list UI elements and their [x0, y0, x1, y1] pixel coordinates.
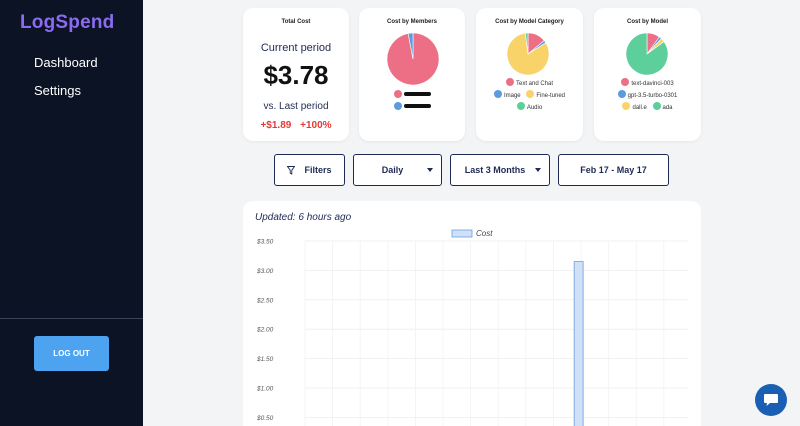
legend-label: Audio: [526, 105, 543, 111]
total-cost-card: Total Cost Current period $3.78 vs. Last…: [243, 8, 349, 141]
legend-item-gpt-35-turbo: gpt-3.5-turbo-0301: [617, 90, 678, 102]
period-select[interactable]: Last 3 Months: [450, 154, 550, 186]
vs-last-period-label: vs. Last period: [263, 101, 329, 112]
cost-bar[interactable]: [573, 261, 584, 426]
y-tick-label: $1.00: [256, 386, 274, 393]
cost-by-category-card: Cost by Model Category Text and Chat Ima…: [476, 8, 583, 141]
legend-dot: [393, 90, 402, 98]
date-range-picker[interactable]: Feb 17 - May 17: [558, 154, 669, 186]
legend-label: ada: [662, 105, 673, 111]
legend-item: [393, 90, 431, 102]
legend-dot: [516, 102, 525, 110]
pie-slice[interactable]: [525, 32, 529, 55]
sidebar: LogSpend Dashboard Settings LOG OUT: [0, 0, 143, 426]
members-pie-chart: [386, 32, 440, 86]
legend-item-ada: ada: [652, 102, 673, 114]
card-title: Cost by Model: [626, 19, 668, 25]
delta-percent: +100%: [300, 120, 332, 131]
pie-slice[interactable]: [506, 32, 550, 76]
model-pie-chart: [625, 32, 669, 76]
legend-item-audio: Audio: [516, 102, 543, 114]
members-legend: [359, 90, 465, 114]
category-legend: Text and Chat Image Fine-tuned Audio: [476, 78, 583, 114]
sidebar-item-settings[interactable]: Settings: [34, 83, 81, 98]
legend-label: dall.e: [632, 105, 647, 111]
logout-button[interactable]: LOG OUT: [34, 336, 109, 371]
legend-item: [393, 102, 431, 114]
y-tick-label: $3.50: [256, 239, 274, 246]
legend-item-text-davinci-003: text-davinci-003: [621, 78, 674, 90]
filters-button[interactable]: Filters: [274, 154, 345, 186]
legend-item-fine-tuned: Fine-tuned: [526, 90, 565, 102]
card-title: Cost by Members: [386, 19, 437, 25]
model-legend: text-davinci-003 gpt-3.5-turbo-0301 dall…: [594, 78, 701, 114]
y-tick-label: $3.00: [256, 268, 274, 275]
filter-icon: [287, 165, 296, 175]
legend-dot: [621, 78, 630, 86]
legend-dot: [393, 102, 402, 110]
granularity-select[interactable]: Daily: [353, 154, 442, 186]
sidebar-divider: [0, 318, 143, 319]
legend-item-text-and-chat: Text and Chat: [505, 78, 554, 90]
pie-slice[interactable]: [625, 32, 669, 76]
legend-item-dalle: dall.e: [622, 102, 647, 114]
legend-swatch: [451, 229, 473, 238]
cost-bar-chart: $3.50 $3.00 $2.50 $2.00 $1.50 $1.00 $0.50 Cost: [256, 229, 688, 426]
cost-by-members-card: Cost by Members: [359, 8, 465, 141]
pie-slice[interactable]: [407, 32, 414, 60]
legend-label: Text and Chat: [515, 81, 554, 87]
legend-label: Image: [503, 93, 521, 99]
caret-down-icon: [427, 168, 433, 172]
card-title: Cost by Model Category: [495, 19, 564, 25]
legend-dot: [526, 90, 535, 98]
legend-label: Cost: [476, 229, 493, 238]
redacted-label: [403, 92, 431, 96]
y-tick-label: $0.50: [256, 415, 274, 422]
chat-bubble-icon: [764, 394, 778, 406]
legend-dot: [622, 102, 631, 110]
legend-dot: [493, 90, 502, 98]
total-cost-amount: $3.78: [263, 60, 329, 90]
cost-by-model-card: Cost by Model text-davinci-003 gpt-3.5-t…: [594, 8, 701, 141]
y-tick-label: $2.50: [256, 297, 274, 304]
legend-dot: [505, 78, 514, 86]
granularity-value: Daily: [381, 165, 404, 175]
legend-label: text-davinci-003: [631, 81, 674, 87]
legend-label: Fine-tuned: [536, 93, 566, 99]
legend-dot: [617, 90, 626, 98]
card-title: Total Cost: [281, 19, 311, 25]
period-value: Last 3 Months: [464, 165, 526, 175]
current-period-label: Current period: [260, 42, 332, 54]
sidebar-item-dashboard[interactable]: Dashboard: [34, 55, 98, 70]
updated-timestamp: Updated: 6 hours ago: [255, 212, 352, 223]
category-pie-chart: [506, 32, 550, 76]
caret-down-icon: [535, 168, 541, 172]
legend-dot: [652, 102, 661, 110]
date-range-value: Feb 17 - May 17: [580, 165, 647, 175]
redacted-label: [403, 104, 431, 108]
legend-item-image: Image: [493, 90, 521, 102]
cost-chart-card: Updated: 6 hours ago $3.50 $3.00 $2.50 $2.0…: [243, 201, 701, 426]
y-tick-label: $2.00: [256, 327, 274, 334]
chat-support-button[interactable]: [755, 384, 787, 416]
filters-label: Filters: [304, 165, 332, 175]
delta-amount: +$1.89: [260, 120, 292, 131]
legend-label: gpt-3.5-turbo-0301: [627, 93, 678, 99]
app-logo[interactable]: LogSpend: [20, 12, 115, 33]
delta-row: +$1.89 +100%: [243, 120, 349, 131]
y-tick-label: $1.50: [256, 356, 274, 363]
